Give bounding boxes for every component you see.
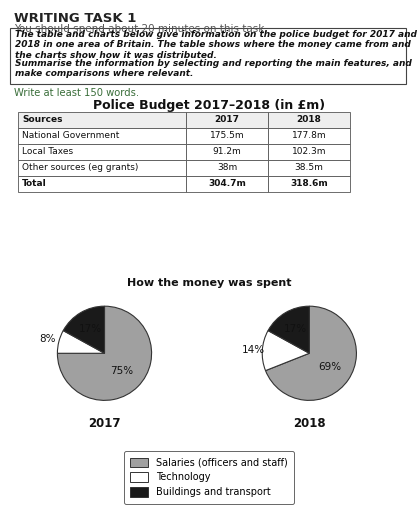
FancyBboxPatch shape	[10, 28, 406, 84]
Text: 38.5m: 38.5m	[295, 163, 324, 173]
Bar	[18, 112, 186, 128]
Bar	[18, 160, 186, 176]
Legend: Salaries (officers and staff), Technology, Buildings and transport: Salaries (officers and staff), Technolog…	[124, 451, 294, 504]
Bar	[186, 176, 268, 192]
Text: 175.5m: 175.5m	[210, 132, 244, 140]
Text: You should spend about 20 minutes on this task.: You should spend about 20 minutes on thi…	[14, 24, 268, 34]
Bar	[268, 112, 350, 128]
Bar	[268, 144, 350, 160]
Text: Write at least 150 words.: Write at least 150 words.	[14, 88, 139, 98]
Text: 177.8m: 177.8m	[292, 132, 326, 140]
Bar	[268, 176, 350, 192]
Wedge shape	[63, 306, 104, 353]
Text: 14%: 14%	[241, 345, 265, 355]
Text: Sources: Sources	[22, 116, 63, 124]
Bar	[268, 128, 350, 144]
Text: 38m: 38m	[217, 163, 237, 173]
Bar	[18, 128, 186, 144]
Text: 2017: 2017	[88, 417, 121, 431]
Text: 102.3m: 102.3m	[292, 147, 326, 157]
Text: The table and charts below give information on the police budget for 2017 and
20: The table and charts below give informat…	[15, 30, 417, 60]
Wedge shape	[57, 306, 152, 400]
Text: How the money was spent: How the money was spent	[127, 278, 291, 288]
Bar	[18, 176, 186, 192]
Text: 2018: 2018	[293, 417, 326, 431]
Text: 17%: 17%	[283, 324, 306, 334]
Text: Summarise the information by selecting and reporting the main features, and
make: Summarise the information by selecting a…	[15, 59, 412, 78]
Bar	[18, 144, 186, 160]
Wedge shape	[57, 331, 104, 353]
Text: 318.6m: 318.6m	[290, 180, 328, 188]
Text: WRITING TASK 1: WRITING TASK 1	[14, 12, 136, 25]
Wedge shape	[265, 306, 357, 400]
Bar	[186, 160, 268, 176]
Text: 69%: 69%	[318, 362, 341, 372]
Bar	[186, 112, 268, 128]
Text: Local Taxes: Local Taxes	[22, 147, 73, 157]
Text: 91.2m: 91.2m	[213, 147, 241, 157]
Text: 75%: 75%	[110, 366, 133, 376]
Wedge shape	[262, 331, 309, 371]
Text: 2018: 2018	[296, 116, 321, 124]
Text: Other sources (eg grants): Other sources (eg grants)	[22, 163, 138, 173]
Wedge shape	[268, 306, 309, 353]
Text: Police Budget 2017–2018 (in £m): Police Budget 2017–2018 (in £m)	[93, 99, 325, 112]
Text: 17%: 17%	[79, 324, 102, 334]
Text: Total: Total	[22, 180, 47, 188]
Text: 304.7m: 304.7m	[208, 180, 246, 188]
Text: National Government: National Government	[22, 132, 120, 140]
Bar	[186, 128, 268, 144]
Bar	[268, 160, 350, 176]
Text: 2017: 2017	[214, 116, 240, 124]
Bar	[186, 144, 268, 160]
Text: 8%: 8%	[39, 334, 56, 344]
